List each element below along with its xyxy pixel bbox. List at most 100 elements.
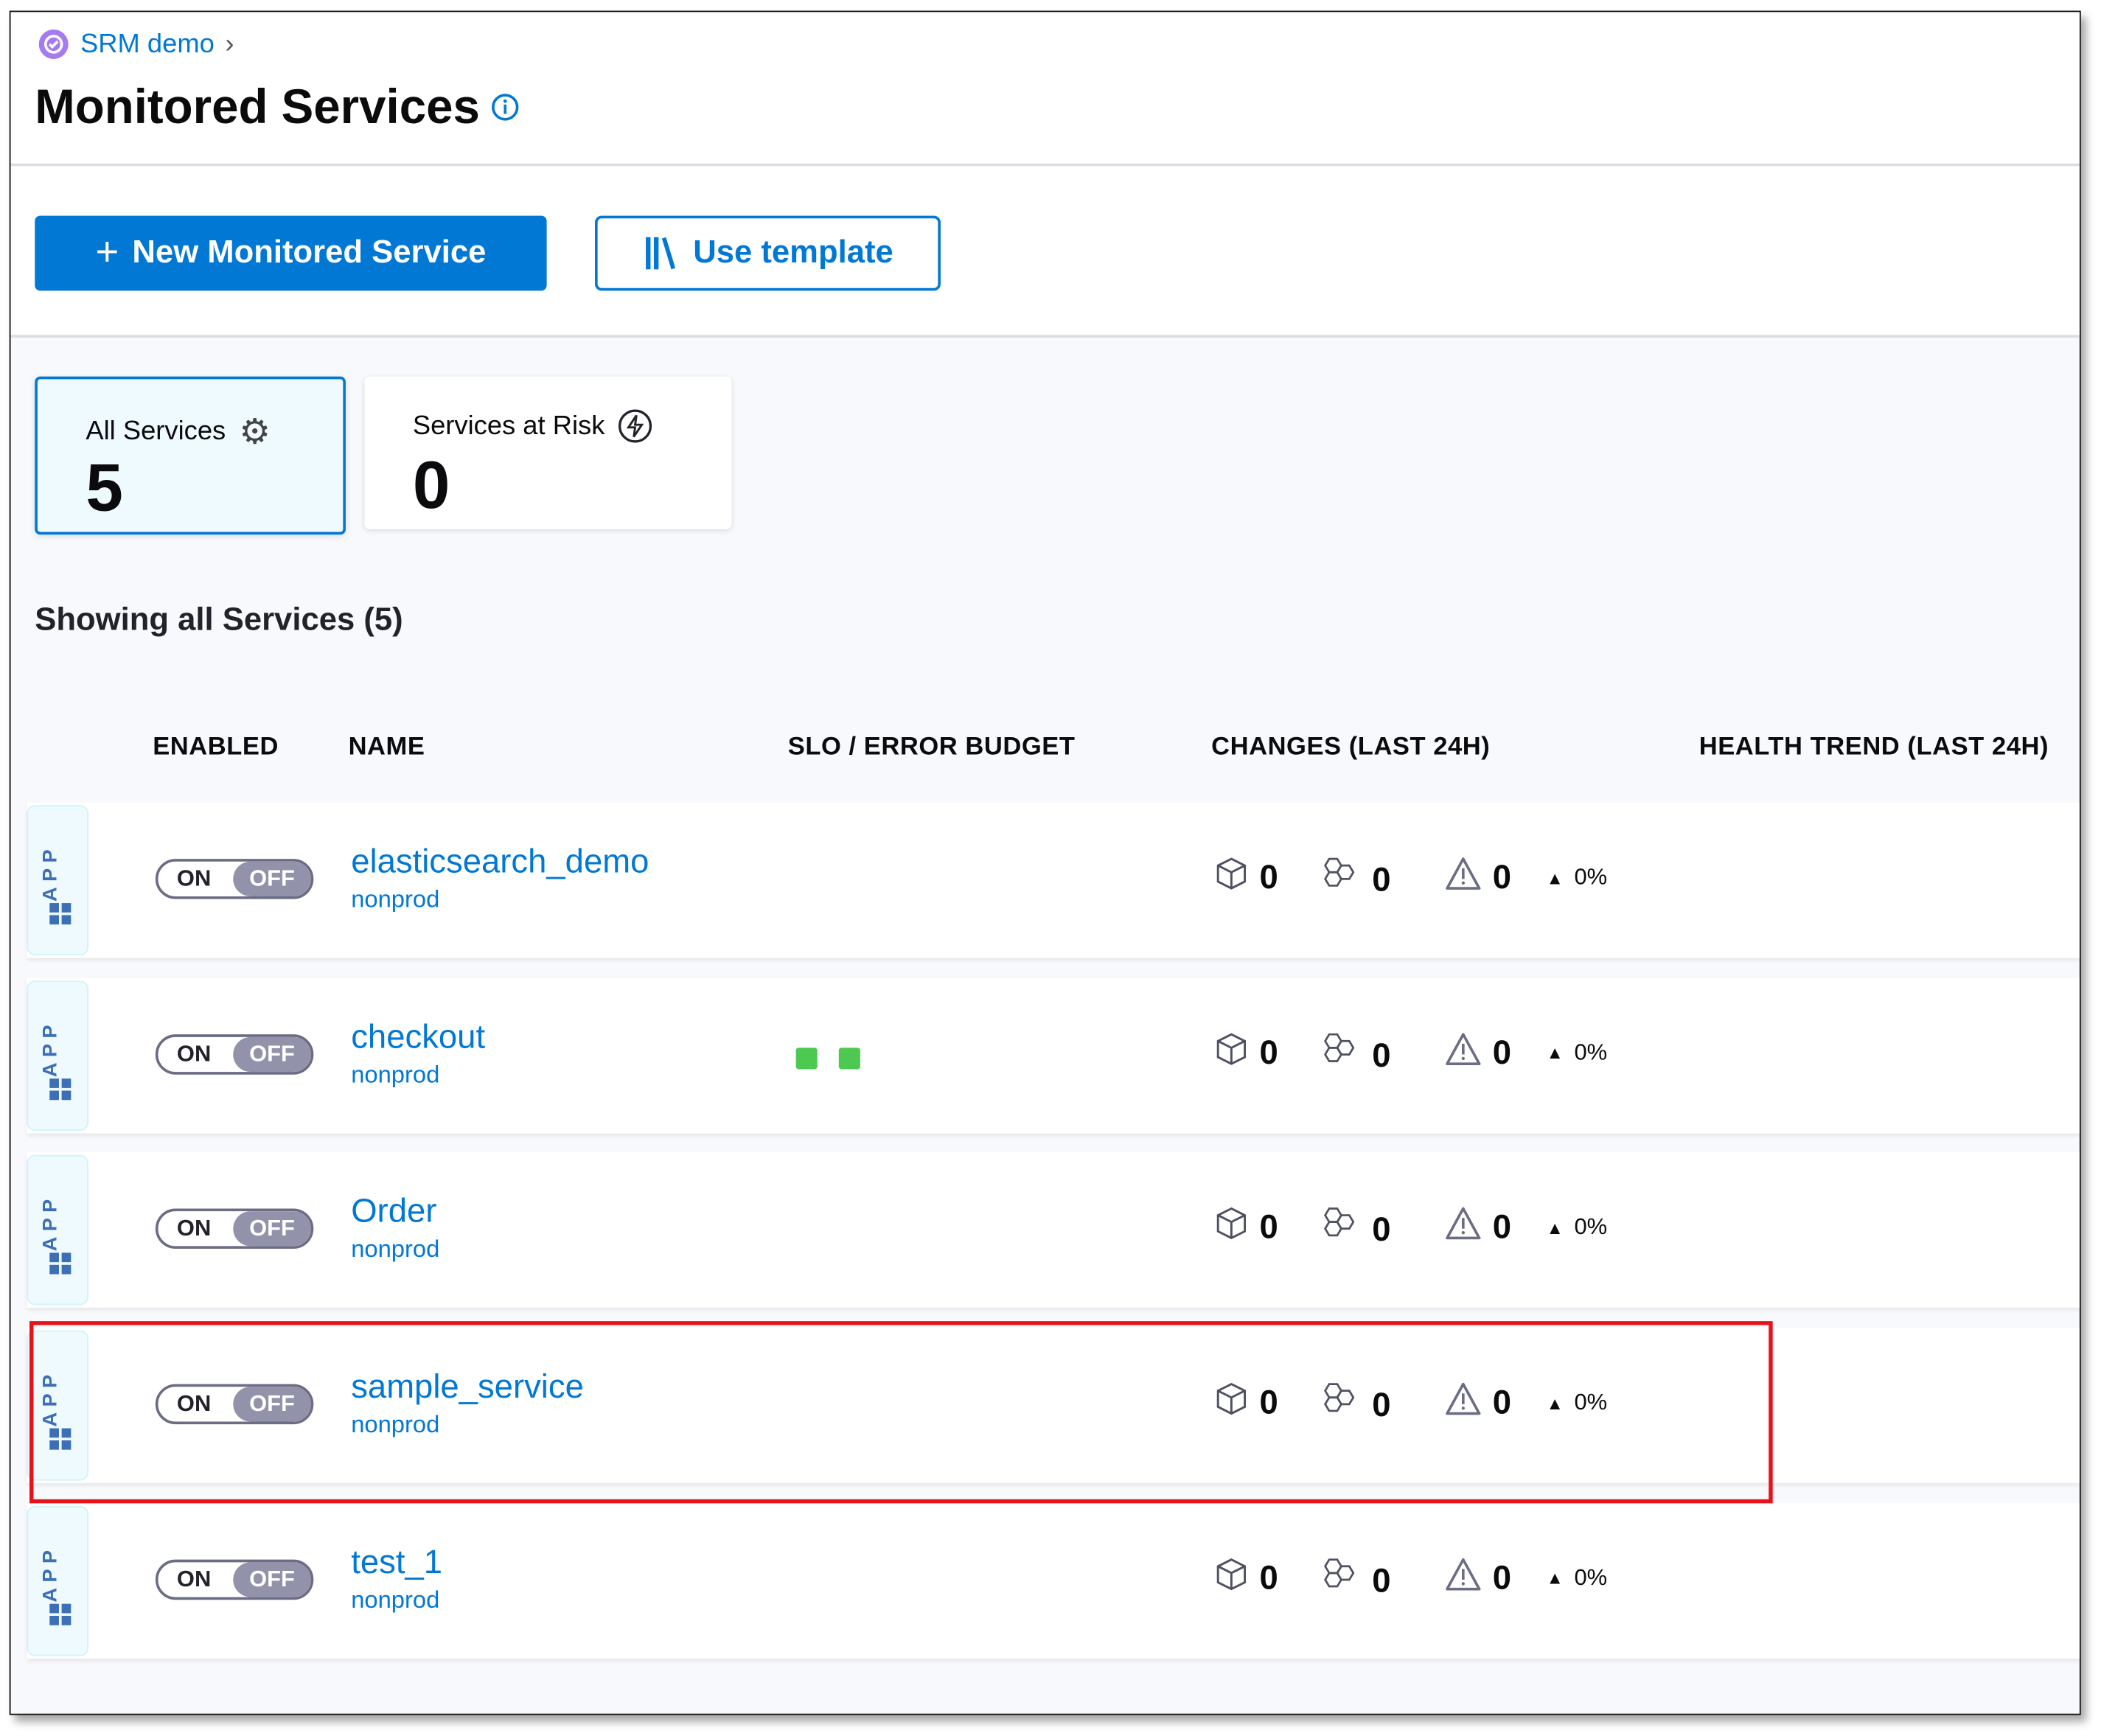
service-type-tag: APP: [27, 805, 88, 955]
incident-count: 0: [1492, 1559, 1512, 1597]
column-health-trend: HEALTH TREND (LAST 24H): [1698, 733, 2049, 761]
deployment-cube-icon: [1214, 1207, 1249, 1251]
triangle-up-icon: ▲: [1546, 1042, 1564, 1063]
enabled-toggle[interactable]: ON OFF: [155, 859, 314, 899]
enabled-toggle[interactable]: ON OFF: [155, 1033, 314, 1075]
deployment-count: 0: [1259, 1559, 1278, 1597]
infrastructure-count: 0: [1372, 1561, 1391, 1600]
all-services-card[interactable]: All Services ⚙ 5: [35, 376, 346, 535]
infrastructure-changes: 0: [1321, 1381, 1390, 1431]
warning-triangle-icon: [1444, 1207, 1482, 1251]
page-header: SRM demo › Monitored Services: [10, 12, 2080, 167]
lightning-icon: [619, 409, 652, 443]
deployment-count: 0: [1259, 1033, 1278, 1072]
service-name-link[interactable]: checkout: [351, 1017, 486, 1056]
app-grid-icon: [49, 903, 72, 925]
deployment-changes: 0: [1214, 1381, 1278, 1426]
toggle-off-label: OFF: [233, 1561, 311, 1597]
triangle-up-icon: ▲: [1546, 867, 1564, 888]
infrastructure-hexagon-icon: [1321, 1031, 1362, 1081]
toggle-off-label: OFF: [233, 1387, 311, 1422]
deployment-cube-icon: [1214, 1381, 1249, 1426]
slo-status-square[interactable]: [795, 1047, 818, 1069]
service-type-tag: APP: [27, 1505, 88, 1656]
incident-count: 0: [1492, 1209, 1512, 1247]
incident-changes: 0: [1444, 1031, 1511, 1076]
environment-label[interactable]: nonprod: [351, 1586, 440, 1614]
service-name-link[interactable]: sample_service: [351, 1367, 584, 1406]
incident-count: 0: [1492, 1033, 1512, 1072]
service-row[interactable]: APP ON OFF checkout nonprod 0 0 0 ▲ 0%: [27, 977, 2080, 1134]
environment-label[interactable]: nonprod: [351, 1060, 440, 1088]
service-type-tag: APP: [27, 1155, 88, 1306]
monitored-services-page: SRM demo › Monitored Services + New Monit…: [9, 10, 2081, 1715]
use-template-label: Use template: [693, 234, 893, 271]
enabled-toggle[interactable]: ON OFF: [155, 1559, 314, 1600]
column-name[interactable]: NAME: [348, 733, 425, 761]
infrastructure-hexagon-icon: [1321, 856, 1362, 905]
incident-count: 0: [1492, 859, 1512, 896]
library-icon: [646, 237, 676, 270]
gear-icon: ⚙: [239, 411, 271, 452]
service-row[interactable]: APP ON OFF Order nonprod 0 0 0 ▲ 0%: [27, 1152, 2080, 1308]
service-type-label: APP: [38, 1194, 62, 1252]
toggle-on-label: ON: [176, 1566, 212, 1592]
highlight-box: [29, 1321, 1773, 1504]
app-grid-icon: [49, 1253, 72, 1275]
app-grid-icon: [49, 1078, 72, 1100]
page-title: Monitored Services: [35, 79, 520, 135]
deployment-changes: 0: [1214, 856, 1278, 900]
service-name-link[interactable]: elasticsearch_demo: [351, 843, 649, 881]
triangle-up-icon: ▲: [1546, 1392, 1564, 1413]
trend-percent: 0%: [1574, 864, 1608, 890]
infrastructure-count: 0: [1372, 1387, 1391, 1425]
chevron-right-icon: ›: [225, 29, 234, 59]
app-grid-icon: [49, 1428, 72, 1450]
incident-changes: 0: [1444, 1557, 1511, 1601]
deployment-count: 0: [1259, 1384, 1278, 1422]
enabled-toggle[interactable]: ON OFF: [155, 1384, 314, 1425]
change-trend: ▲ 0%: [1547, 1039, 1608, 1066]
change-trend: ▲ 0%: [1547, 1390, 1608, 1416]
toggle-on-label: ON: [176, 1216, 212, 1241]
card-label: All Services: [86, 416, 226, 447]
service-type-tag: APP: [27, 980, 88, 1131]
breadcrumb[interactable]: SRM demo ›: [38, 28, 234, 60]
column-slo: SLO / ERROR BUDGET: [787, 733, 1076, 761]
info-icon[interactable]: [490, 92, 520, 122]
use-template-button[interactable]: Use template: [595, 215, 941, 291]
app-grid-icon: [49, 1603, 72, 1625]
environment-label[interactable]: nonprod: [351, 885, 440, 913]
infrastructure-changes: 0: [1321, 1557, 1390, 1606]
service-row[interactable]: APP ON OFF sample_service nonprod 0 0 0 ▲…: [27, 1328, 2080, 1484]
environment-label[interactable]: nonprod: [351, 1235, 440, 1263]
warning-triangle-icon: [1444, 1381, 1482, 1426]
services-at-risk-card[interactable]: Services at Risk 0: [364, 376, 732, 529]
infrastructure-changes: 0: [1321, 1207, 1390, 1256]
change-trend: ▲ 0%: [1547, 1214, 1608, 1241]
service-row[interactable]: APP ON OFF elasticsearch_demo nonprod 0 0…: [27, 802, 2080, 958]
service-type-label: APP: [38, 844, 62, 902]
service-row[interactable]: APP ON OFF test_1 nonprod 0 0 0 ▲ 0%: [27, 1502, 2080, 1659]
card-label: Services at Risk: [412, 411, 605, 441]
service-name-link[interactable]: test_1: [351, 1543, 443, 1581]
new-monitored-service-button[interactable]: + New Monitored Service: [35, 215, 547, 291]
new-monitored-service-label: New Monitored Service: [132, 234, 487, 271]
enabled-toggle[interactable]: ON OFF: [155, 1209, 314, 1249]
trend-percent: 0%: [1574, 1564, 1608, 1591]
slo-status-square[interactable]: [838, 1047, 860, 1069]
card-count: 0: [412, 447, 450, 523]
environment-label[interactable]: nonprod: [351, 1411, 440, 1438]
page-title-text: Monitored Services: [35, 79, 480, 134]
card-count: 5: [86, 450, 123, 526]
deployment-changes: 0: [1214, 1207, 1278, 1251]
trend-percent: 0%: [1574, 1214, 1608, 1240]
trend-percent: 0%: [1574, 1390, 1608, 1415]
service-name-link[interactable]: Order: [351, 1193, 437, 1231]
service-type-tag: APP: [27, 1331, 88, 1481]
toolbar: + New Monitored Service Use template: [10, 166, 2080, 338]
incident-count: 0: [1492, 1384, 1512, 1422]
breadcrumb-project[interactable]: SRM demo: [80, 29, 215, 59]
infrastructure-hexagon-icon: [1321, 1381, 1362, 1431]
incident-changes: 0: [1444, 856, 1511, 900]
